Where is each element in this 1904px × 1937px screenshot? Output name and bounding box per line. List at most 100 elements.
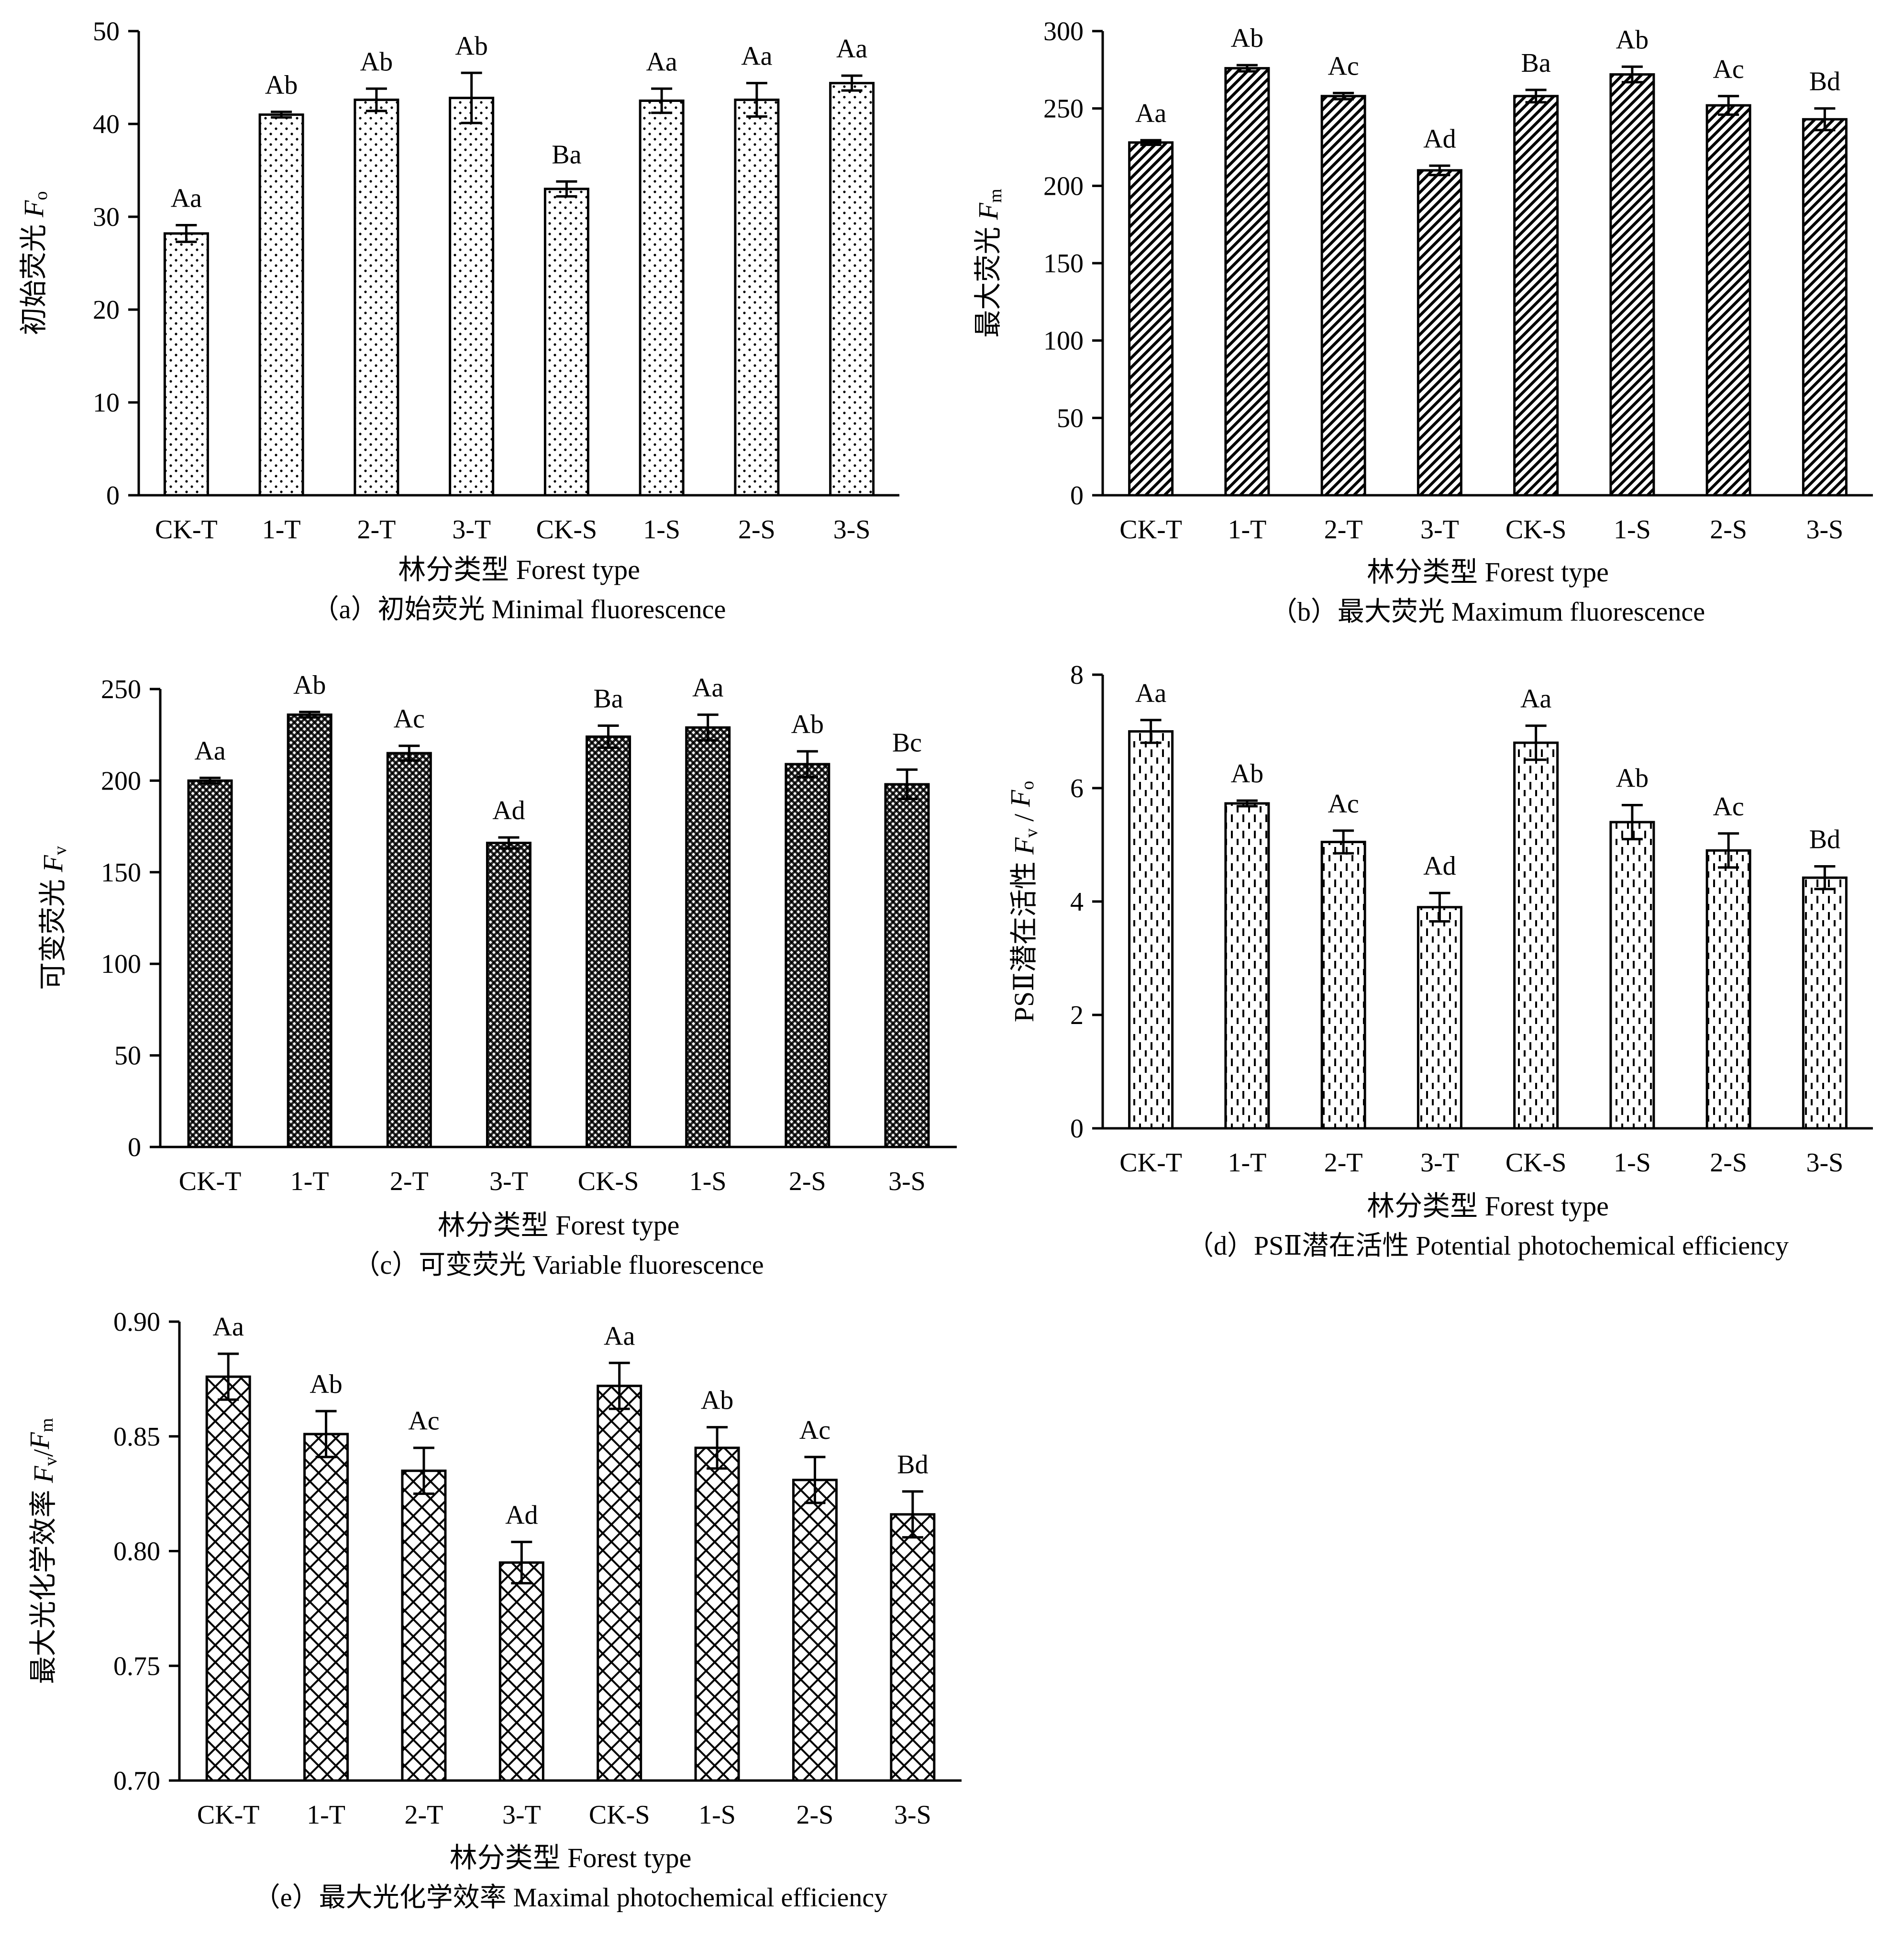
y-tick-label: 200: [1043, 171, 1084, 201]
y-tick-label: 0.75: [113, 1651, 160, 1681]
significance-label: Aa: [1135, 679, 1166, 708]
y-tick-label: 250: [101, 675, 141, 704]
significance-label: Bd: [1809, 825, 1840, 855]
significance-label: Aa: [836, 34, 867, 64]
x-category-label: 1-T: [307, 1800, 345, 1830]
x-category-label: 1-T: [1228, 1148, 1266, 1178]
significance-label: Ac: [1713, 792, 1744, 822]
y-tick-label: 200: [101, 766, 141, 796]
significance-label: Ab: [791, 710, 824, 739]
bar-3-S: [829, 82, 875, 497]
significance-label: Bd: [897, 1450, 928, 1480]
y-tick-label: 8: [1070, 660, 1084, 690]
bar-2-T: [386, 752, 432, 1148]
significance-label: Ad: [492, 796, 525, 825]
x-category-label: 2-T: [390, 1167, 429, 1196]
x-axis-title: 林分类型 Forest type: [1367, 557, 1609, 588]
significance-label: Ad: [1423, 851, 1456, 881]
bar-CK-S: [586, 735, 631, 1148]
y-tick-label: 100: [1043, 326, 1084, 356]
bar-2-S: [1705, 849, 1751, 1130]
significance-label: Ad: [505, 1500, 538, 1530]
error-bar-3-T: [1429, 891, 1450, 923]
error-bar-CK-S: [1525, 724, 1547, 761]
significance-label: Ab: [1616, 25, 1649, 55]
bar-CK-T: [1128, 141, 1174, 497]
bar-CK-S: [543, 188, 589, 497]
y-tick-label: 2: [1070, 1001, 1084, 1030]
significance-label: Ac: [1713, 55, 1744, 84]
significance-label: Ab: [1231, 23, 1263, 53]
x-category-label: 1-T: [1228, 515, 1266, 545]
significance-label: Ab: [310, 1369, 342, 1399]
significance-label: Ab: [1616, 764, 1649, 793]
bar-3-S: [890, 1513, 936, 1782]
significance-label: Ab: [701, 1386, 733, 1415]
y-tick-label: 10: [93, 388, 120, 418]
significance-label: Aa: [604, 1321, 635, 1351]
error-bar-1-S: [1621, 804, 1643, 841]
y-tick-label: 0.80: [113, 1537, 160, 1567]
y-tick-label: 0.90: [113, 1307, 160, 1337]
panel-caption: （d）PSⅡ潜在活性 Potential photochemical effic…: [1187, 1231, 1789, 1261]
x-category-label: 3-S: [888, 1167, 926, 1196]
error-bar-CK-T: [1140, 139, 1162, 146]
error-bar-CK-T: [199, 777, 221, 785]
y-axis-title: 最大荧光 Fm: [973, 189, 1006, 338]
x-category-label: CK-S: [1505, 1148, 1567, 1178]
bar-CK-S: [1513, 741, 1559, 1130]
error-bar-1-T: [315, 1410, 337, 1458]
x-category-label: 2-S: [738, 515, 775, 545]
error-bar-2-T: [1333, 829, 1354, 855]
significance-label: Ab: [360, 47, 393, 77]
chart-panel-d: 0 2 4 6 8 Aa CK-T Ab 1-T Ac 2-T Ad 3-T Aa CK-S Ab 1-S Ac 2…: [1005, 660, 1873, 1261]
y-tick-label: 150: [101, 858, 141, 888]
y-tick-label: 0: [1070, 1114, 1084, 1144]
bar-1-T: [1224, 67, 1270, 497]
bar-1-T: [303, 1433, 349, 1782]
error-bar-1-T: [271, 111, 292, 119]
chart-panel-e: 0.70 0.75 0.80 0.85 0.90 Aa CK-T Ab 1-T Ac 2-T Ad 3-…: [24, 1307, 962, 1913]
error-bar-CK-T: [1140, 719, 1162, 744]
y-tick-label: 0: [128, 1133, 141, 1162]
error-bar-3-T: [1429, 164, 1450, 177]
significance-label: Ac: [1328, 51, 1359, 81]
bar-2-T: [1320, 841, 1366, 1130]
error-bar-1-S: [697, 713, 719, 742]
error-bar-2-T: [365, 87, 387, 112]
x-category-label: CK-S: [536, 515, 598, 545]
bar-1-T: [1224, 802, 1270, 1130]
significance-label: Ab: [1231, 759, 1263, 789]
bar-3-S: [1802, 118, 1848, 497]
error-bar-CK-S: [1525, 89, 1547, 104]
panel-caption: （c）可变荧光 Variable fluorescence: [353, 1250, 764, 1280]
bar-3-T: [486, 842, 531, 1148]
significance-label: Aa: [1520, 684, 1551, 714]
x-category-label: CK-T: [179, 1167, 242, 1196]
significance-label: Aa: [171, 183, 202, 213]
x-axis-title: 林分类型 Forest type: [398, 554, 640, 585]
bar-1-S: [685, 726, 731, 1148]
significance-label: Ac: [394, 704, 425, 734]
x-axis-title: 林分类型 Forest type: [438, 1210, 680, 1241]
panel-caption: （a）初始荧光 Minimal fluorescence: [312, 595, 726, 624]
error-bar-1-S: [1621, 65, 1643, 84]
error-bar-3-T: [511, 1540, 532, 1585]
bar-1-S: [694, 1447, 740, 1782]
y-tick-label: 20: [93, 295, 120, 325]
y-tick-label: 50: [93, 17, 120, 46]
x-category-label: 3-T: [1420, 515, 1459, 545]
y-tick-label: 4: [1070, 887, 1084, 917]
x-category-label: 3-S: [833, 515, 871, 545]
error-bar-1-T: [1236, 799, 1258, 808]
significance-label: Ac: [1328, 789, 1359, 819]
significance-label: Ab: [293, 670, 326, 700]
y-tick-label: 0: [1070, 481, 1084, 511]
bar-CK-T: [205, 1375, 251, 1782]
bar-2-S: [1705, 104, 1751, 497]
error-bar-2-T: [399, 745, 420, 762]
y-axis-title: 初始荧光 Fo: [18, 191, 51, 335]
panel-caption: （e）最大光化学效率 Maximal photochemical efficie…: [254, 1883, 888, 1913]
bar-3-T: [1417, 169, 1462, 497]
y-tick-label: 6: [1070, 774, 1084, 803]
